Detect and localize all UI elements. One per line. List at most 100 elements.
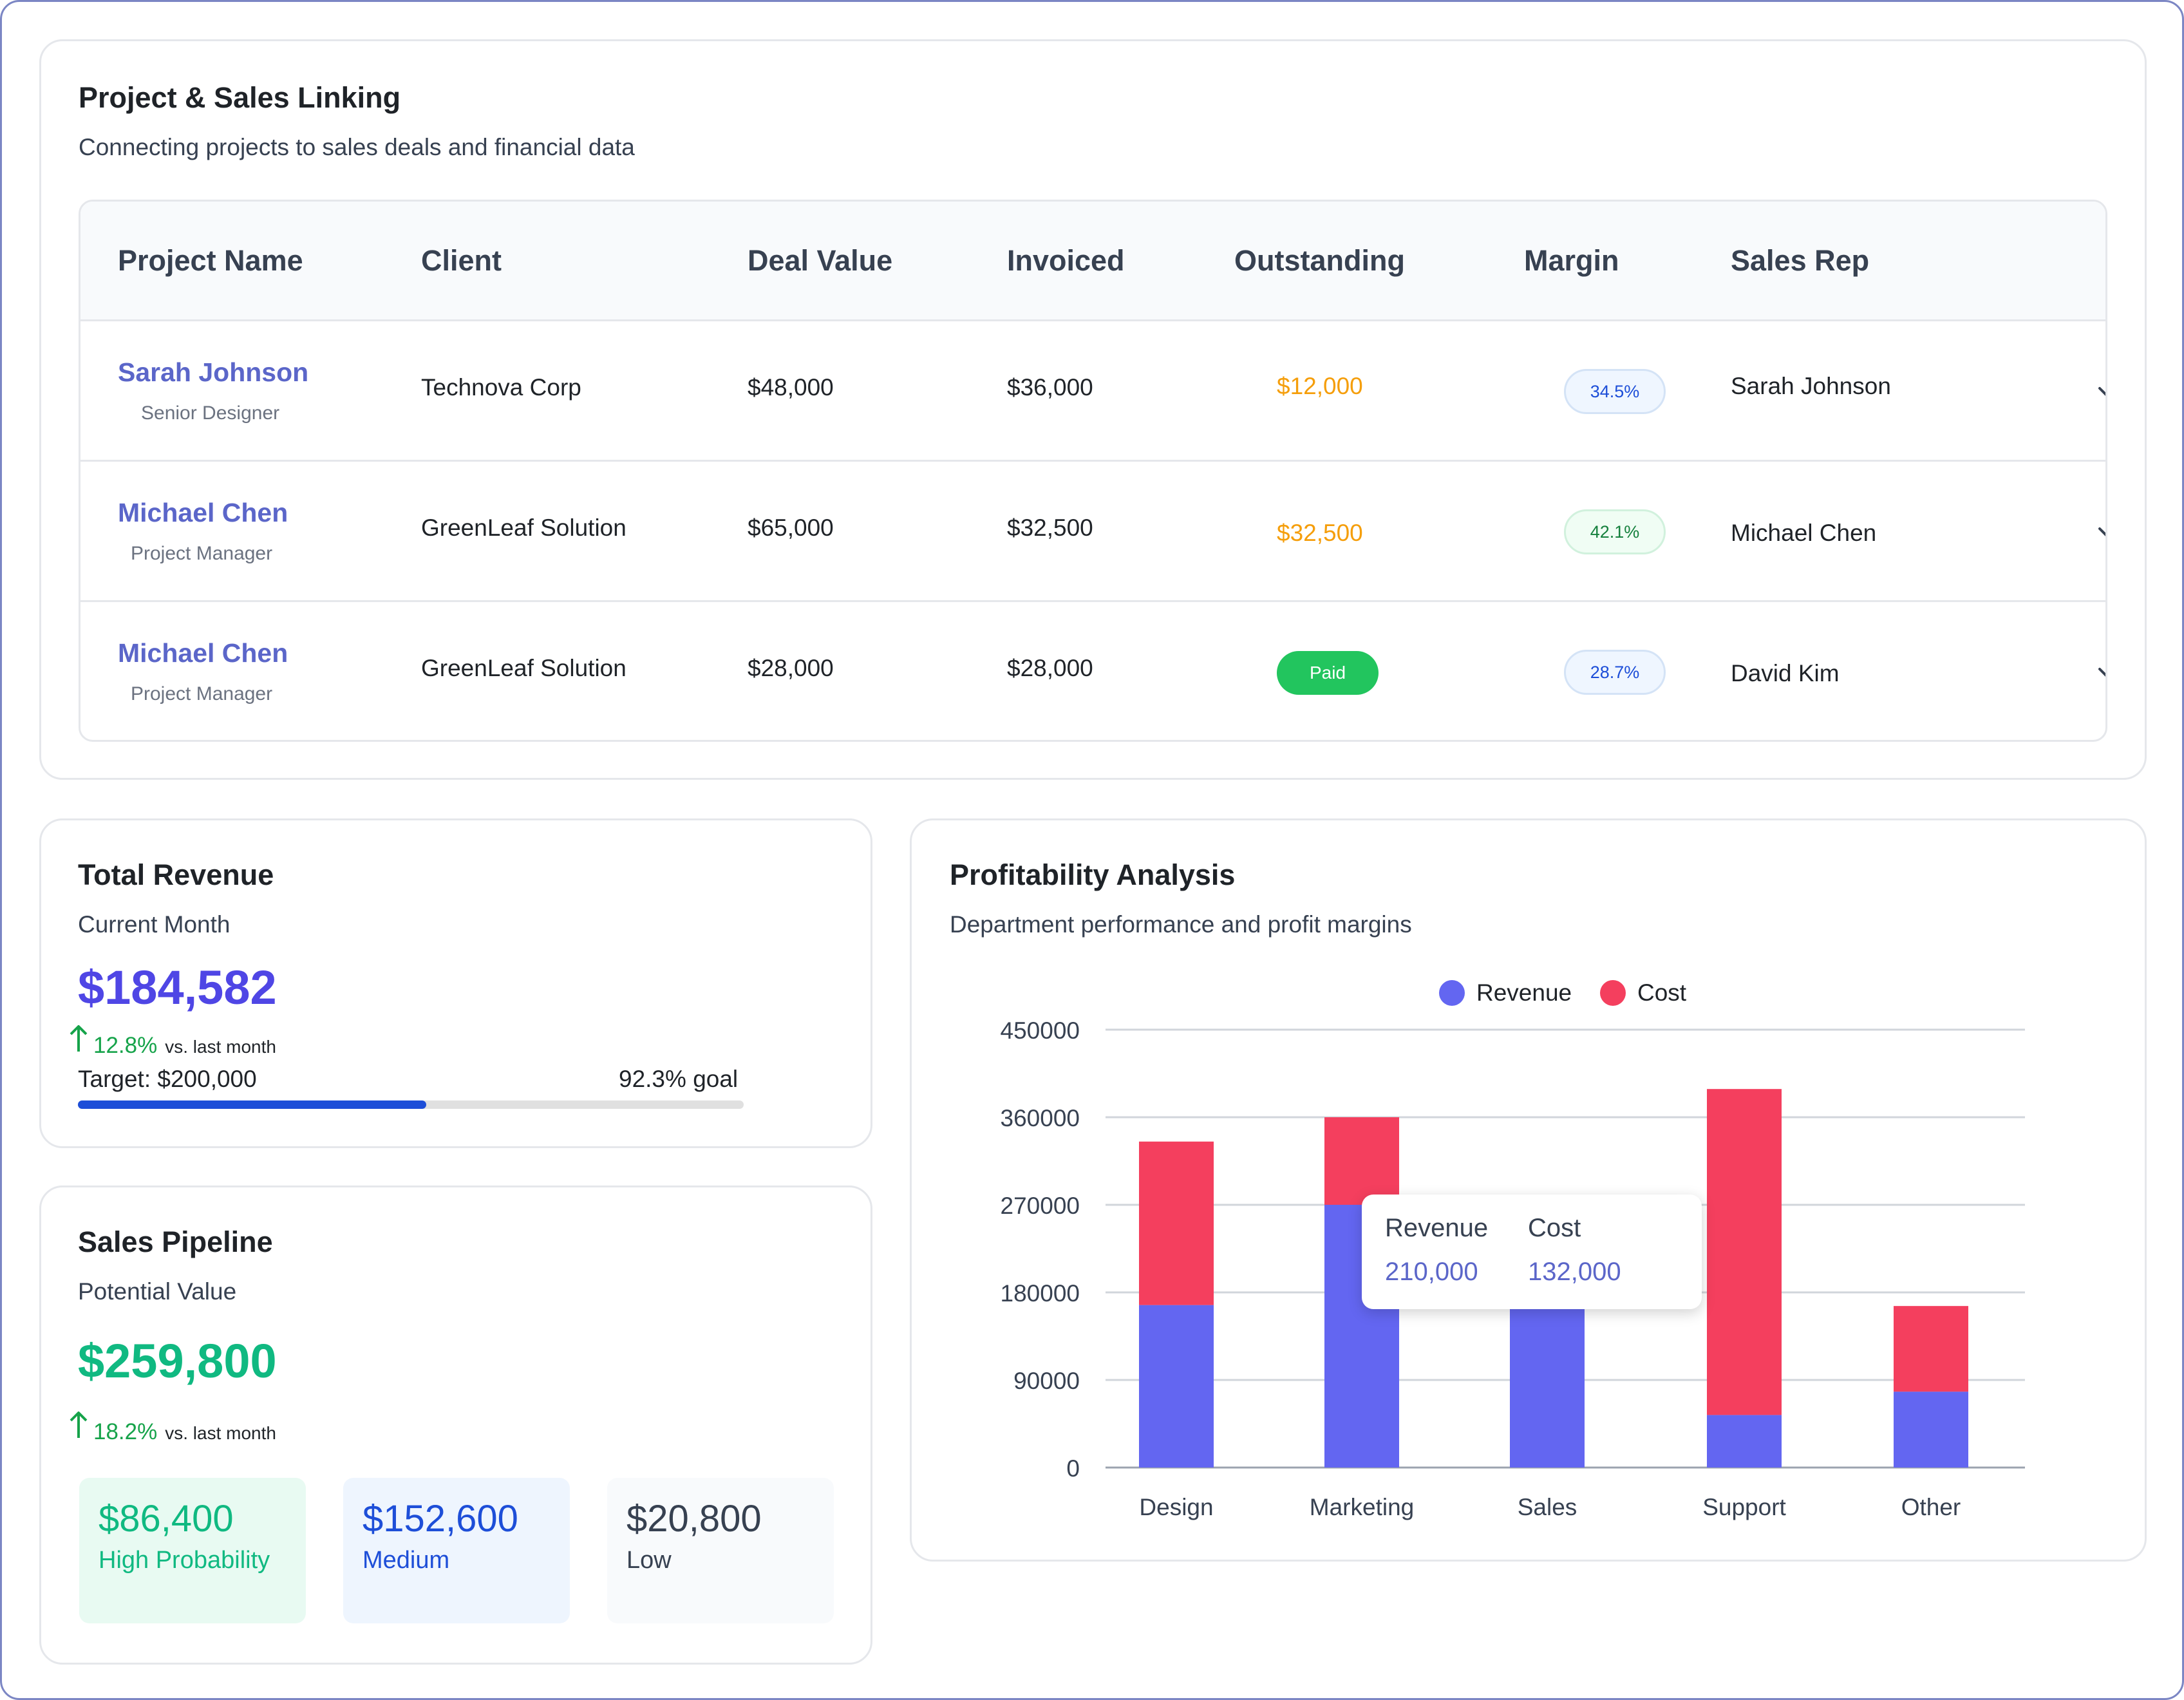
profitability-title: Profitability Analysis bbox=[950, 858, 1236, 891]
pipeline-trend: 18.2% vs. last month bbox=[68, 1410, 276, 1445]
profitability-subtitle: Department performance and profit margin… bbox=[950, 911, 1412, 938]
header-invoiced[interactable]: Invoiced bbox=[1007, 244, 1125, 277]
linking-table: Project Name Client Deal Value Invoiced … bbox=[79, 200, 2107, 742]
pipeline-subtitle: Potential Value bbox=[78, 1278, 237, 1305]
outstanding-cell: $12,000 bbox=[1277, 373, 1363, 399]
revenue-subtitle: Current Month bbox=[78, 911, 231, 938]
invoiced-cell: $32,500 bbox=[1007, 515, 1093, 541]
chevron-down-icon[interactable] bbox=[2095, 520, 2107, 545]
bar-cost bbox=[1707, 1089, 1782, 1415]
legend-cost-label: Cost bbox=[1637, 979, 1687, 1006]
card-title: Project & Sales Linking bbox=[79, 81, 401, 114]
margin-badge: 34.5% bbox=[1564, 369, 1666, 414]
bar-revenue bbox=[1894, 1392, 1968, 1468]
x-tick-label: Marketing bbox=[1310, 1494, 1414, 1520]
project-role: Project Manager bbox=[131, 683, 273, 704]
total-revenue-card bbox=[39, 818, 872, 1148]
bar-cost bbox=[1894, 1306, 1968, 1392]
project-role: Project Manager bbox=[131, 543, 273, 564]
bar-revenue bbox=[1510, 1305, 1585, 1468]
invoiced-cell: $36,000 bbox=[1007, 374, 1093, 401]
sales-rep-cell: David Kim bbox=[1731, 660, 1840, 686]
chevron-down-icon[interactable] bbox=[2095, 379, 2107, 405]
card-subtitle: Connecting projects to sales deals and f… bbox=[79, 134, 635, 160]
revenue-progress-fill bbox=[78, 1100, 426, 1109]
table-row[interactable]: Sarah Johnson Senior Designer Technova C… bbox=[80, 321, 2105, 462]
margin-badge: 28.7% bbox=[1564, 650, 1666, 695]
bar-revenue bbox=[1707, 1415, 1782, 1468]
table-header: Project Name Client Deal Value Invoiced … bbox=[80, 202, 2105, 321]
revenue-goal: 92.3% goal bbox=[619, 1066, 739, 1092]
tooltip-revenue-label: Revenue bbox=[1385, 1214, 1489, 1242]
header-project-name[interactable]: Project Name bbox=[118, 244, 303, 277]
header-outstanding[interactable]: Outstanding bbox=[1234, 244, 1405, 277]
y-tick-label: 180000 bbox=[1001, 1280, 1080, 1307]
x-tick-label: Design bbox=[1139, 1494, 1213, 1520]
legend-cost-dot bbox=[1600, 980, 1626, 1006]
project-name-link[interactable]: Sarah Johnson bbox=[118, 357, 309, 387]
tooltip-cost-label: Cost bbox=[1528, 1214, 1581, 1242]
y-tick-label: 450000 bbox=[1001, 1017, 1080, 1044]
invoiced-cell: $28,000 bbox=[1007, 655, 1093, 681]
revenue-value: $184,582 bbox=[78, 961, 277, 1014]
segment-label: Medium bbox=[362, 1547, 450, 1574]
segment-value: $20,800 bbox=[626, 1498, 762, 1540]
pipeline-value: $259,800 bbox=[78, 1334, 277, 1388]
project-sales-linking-card: Project & Sales Linking Connecting proje… bbox=[39, 39, 2147, 780]
pipeline-change: 18.2% bbox=[93, 1419, 158, 1444]
client-cell: GreenLeaf Solution bbox=[421, 515, 626, 541]
project-name-link[interactable]: Michael Chen bbox=[118, 498, 288, 527]
revenue-progress-bar bbox=[78, 1100, 744, 1109]
legend-revenue-label: Revenue bbox=[1476, 979, 1572, 1006]
pipeline-segment-high[interactable]: $86,400 High Probability bbox=[79, 1478, 306, 1623]
x-tick-label: Sales bbox=[1518, 1494, 1577, 1520]
y-tick-label: 360000 bbox=[1001, 1105, 1080, 1131]
paid-status-badge: Paid bbox=[1277, 651, 1379, 695]
table-row[interactable]: Michael Chen Project Manager GreenLeaf S… bbox=[80, 602, 2107, 740]
profitability-chart: 0 90000 180000 270000 360000 450000 Design Mark… bbox=[1001, 1017, 2025, 1520]
chevron-down-icon[interactable] bbox=[2095, 660, 2107, 686]
chart-tooltip: Revenue Cost 210,000 132,000 bbox=[1362, 1195, 1702, 1309]
pipeline-segment-low[interactable]: $20,800 Low bbox=[607, 1478, 834, 1623]
bar-cost bbox=[1139, 1141, 1214, 1305]
legend-revenue-dot bbox=[1439, 980, 1465, 1006]
sales-rep-cell: Michael Chen bbox=[1731, 520, 1877, 546]
deal-value-cell: $65,000 bbox=[748, 515, 834, 541]
pipeline-vs-label: vs. last month bbox=[165, 1423, 276, 1443]
client-cell: GreenLeaf Solution bbox=[421, 655, 626, 681]
revenue-change: 12.8% bbox=[93, 1033, 158, 1058]
revenue-target: Target: $200,000 bbox=[78, 1066, 257, 1092]
client-cell: Technova Corp bbox=[421, 374, 581, 401]
y-tick-label: 90000 bbox=[1013, 1368, 1080, 1394]
header-margin[interactable]: Margin bbox=[1524, 244, 1619, 277]
legend-cost[interactable]: Cost bbox=[1600, 979, 1686, 1006]
table-row[interactable]: Michael Chen Project Manager GreenLeaf S… bbox=[80, 462, 2105, 602]
segment-label: Low bbox=[626, 1547, 672, 1574]
deal-value-cell: $48,000 bbox=[748, 374, 834, 401]
pipeline-segment-medium[interactable]: $152,600 Medium bbox=[343, 1478, 570, 1623]
tooltip-cost-value: 132,000 bbox=[1528, 1258, 1621, 1286]
outstanding-cell: $32,500 bbox=[1277, 520, 1363, 546]
y-tick-label: 270000 bbox=[1001, 1193, 1080, 1219]
segment-value: $86,400 bbox=[99, 1498, 234, 1540]
x-tick-label: Other bbox=[1901, 1494, 1961, 1520]
header-deal-value[interactable]: Deal Value bbox=[748, 244, 893, 277]
project-name-link[interactable]: Michael Chen bbox=[118, 638, 288, 668]
header-sales-rep[interactable]: Sales Rep bbox=[1731, 244, 1870, 277]
bar-revenue bbox=[1139, 1305, 1214, 1468]
arrow-up-icon bbox=[70, 1412, 88, 1438]
x-tick-label: Support bbox=[1702, 1494, 1786, 1520]
bar-cost bbox=[1324, 1117, 1399, 1205]
revenue-title: Total Revenue bbox=[78, 858, 274, 891]
header-client[interactable]: Client bbox=[421, 244, 502, 277]
revenue-vs-label: vs. last month bbox=[165, 1037, 276, 1057]
margin-badge: 42.1% bbox=[1564, 509, 1666, 554]
deal-value-cell: $28,000 bbox=[748, 655, 834, 681]
legend-revenue[interactable]: Revenue bbox=[1439, 979, 1572, 1006]
arrow-up-icon bbox=[70, 1025, 88, 1052]
project-role: Senior Designer bbox=[141, 402, 280, 424]
sales-rep-cell: Sarah Johnson bbox=[1731, 373, 1891, 399]
revenue-trend: 12.8% vs. last month bbox=[68, 1023, 276, 1059]
tooltip-revenue-value: 210,000 bbox=[1385, 1258, 1478, 1286]
